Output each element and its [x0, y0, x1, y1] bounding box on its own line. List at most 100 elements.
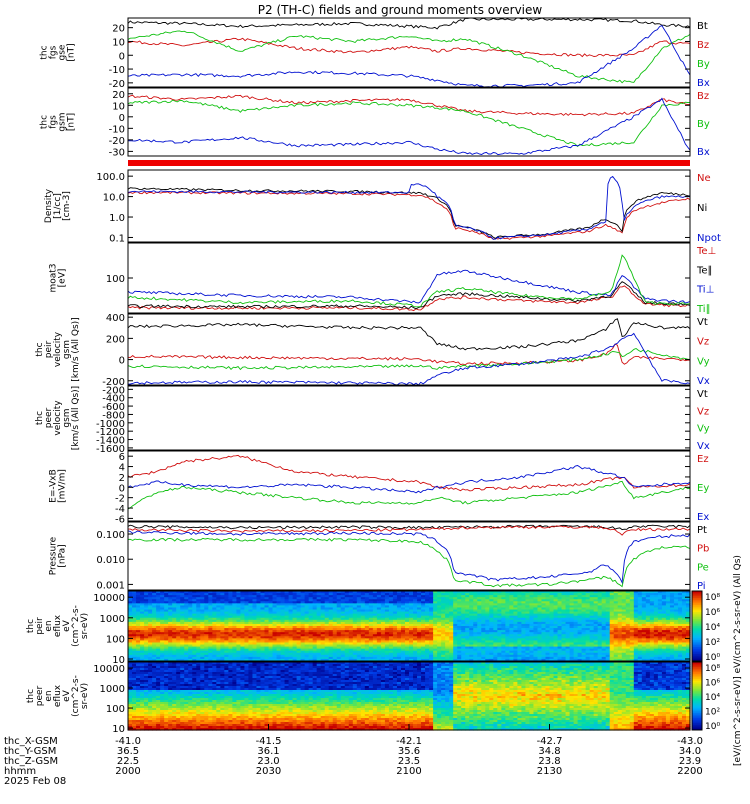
legend-label: Pi — [697, 581, 706, 592]
legend-label: Ey — [697, 483, 709, 494]
legend-label: Bx — [697, 78, 710, 89]
y-tick-label: 200 — [106, 334, 125, 345]
panel-frame — [128, 88, 690, 156]
y-tick-label: -10 — [109, 65, 125, 76]
legend-label: Ti⊥ — [696, 285, 714, 296]
y-tick-label: -10 — [109, 124, 125, 135]
panel-frame — [128, 314, 690, 385]
legend-label: Ex — [697, 512, 709, 523]
y-tick-label: 10 — [112, 101, 125, 112]
legend-label: Pe — [697, 562, 709, 573]
y-axis-label: [nT] — [67, 113, 77, 131]
y-tick-label: 0 — [119, 51, 125, 62]
legend-label: Vx — [697, 441, 710, 452]
series-line-temperature-3 — [128, 255, 690, 307]
y-tick-label: 0 — [119, 356, 125, 367]
legend-label: Bt — [697, 21, 708, 32]
series-line-fgs-gse-3 — [128, 26, 690, 87]
legend-label: Vz — [697, 406, 709, 417]
legend-label: Bx — [697, 147, 710, 158]
legend-label: Te∥ — [696, 265, 713, 276]
y-tick-label: 100 — [106, 274, 125, 285]
y-tick-label: 400 — [106, 313, 125, 324]
y-axis-label: [eV] — [58, 269, 68, 288]
legend-label: Bz — [697, 91, 709, 102]
series-line-density-2 — [128, 177, 690, 240]
y-tick-label: 0.010 — [96, 555, 125, 566]
series-line-fgs-gsm-2 — [128, 98, 690, 154]
legend-label: Pt — [697, 525, 707, 536]
series-line-temperature-2 — [128, 270, 690, 303]
series-line-fgs-gse-2 — [128, 31, 690, 83]
y-tick-label: 0 — [119, 113, 125, 124]
panel-frame — [128, 386, 690, 450]
y-tick-label: 10000 — [93, 593, 125, 604]
legend-label: Ni — [697, 203, 707, 214]
y-tick-label: 10.0 — [103, 193, 125, 204]
legend-label: Vy — [697, 356, 710, 367]
series-line-peir-velocity-0 — [128, 319, 690, 350]
y-axis-label: [nPa] — [58, 544, 68, 567]
series-line-pressure-0 — [128, 525, 690, 529]
legend-label: By — [697, 59, 710, 70]
y-tick-label: -20 — [109, 136, 125, 147]
legend-label: Npot — [697, 233, 721, 244]
y-tick-label: 6 — [119, 452, 125, 463]
legend-label: By — [697, 119, 710, 130]
series-line-efield-1 — [128, 481, 690, 509]
y-tick-label: 0 — [119, 483, 125, 494]
y-tick-label: 100.0 — [96, 172, 125, 183]
y-tick-label: 20 — [112, 90, 125, 101]
y-tick-label: 1.0 — [109, 213, 125, 224]
y-tick-label: 1000 — [100, 614, 125, 625]
series-line-temperature-0 — [128, 286, 690, 311]
plot-title: P2 (TH-C) fields and ground moments over… — [258, 3, 543, 17]
y-tick-label: 0.001 — [96, 580, 125, 591]
y-tick-label: -6 — [115, 514, 125, 525]
legend-label: Vz — [697, 337, 709, 348]
y-tick-label: -20 — [109, 79, 125, 90]
legend-label: Vx — [697, 376, 710, 387]
legend-label: Pb — [697, 544, 709, 555]
panel-frame — [128, 170, 690, 242]
legend-label: Ez — [697, 454, 709, 465]
legend-label: Ti∥ — [696, 304, 711, 315]
y-tick-label: 2 — [119, 473, 125, 484]
series-line-fgs-gsm-1 — [128, 100, 690, 146]
y-axis-label: [nT] — [67, 43, 77, 61]
y-tick-label: 0.1 — [109, 233, 125, 244]
y-axis-label: sr-eV) — [80, 613, 90, 639]
y-tick-label: -2 — [115, 494, 125, 505]
y-tick-label: 100 — [106, 634, 125, 645]
y-axis-label: [cm-3] — [62, 191, 72, 221]
legend-label: Te⊥ — [696, 246, 716, 257]
y-axis-label: [km/s (All Qs)] — [71, 317, 81, 381]
y-axis-label: [mV/m] — [58, 469, 68, 503]
legend-label: Vt — [697, 317, 708, 328]
legend-label: Vt — [697, 389, 708, 400]
panel-density: 100.010.01.00.1Density[1/cc][cm-3]NeNiNp… — [44, 170, 721, 244]
y-tick-label: 4 — [119, 463, 125, 474]
y-tick-label: 20 — [112, 24, 125, 35]
series-line-efield-2 — [128, 466, 690, 493]
legend-label: Vy — [697, 424, 710, 435]
panel-frame — [128, 243, 690, 313]
series-line-fgs-gse-0 — [128, 18, 690, 29]
series-line-pressure-2 — [128, 538, 690, 586]
y-tick-label: -4 — [115, 504, 125, 515]
y-axis-label: [km/s (All Qs)] — [71, 386, 81, 450]
legend-label: Bz — [697, 40, 709, 51]
y-tick-label: -30 — [109, 147, 125, 158]
